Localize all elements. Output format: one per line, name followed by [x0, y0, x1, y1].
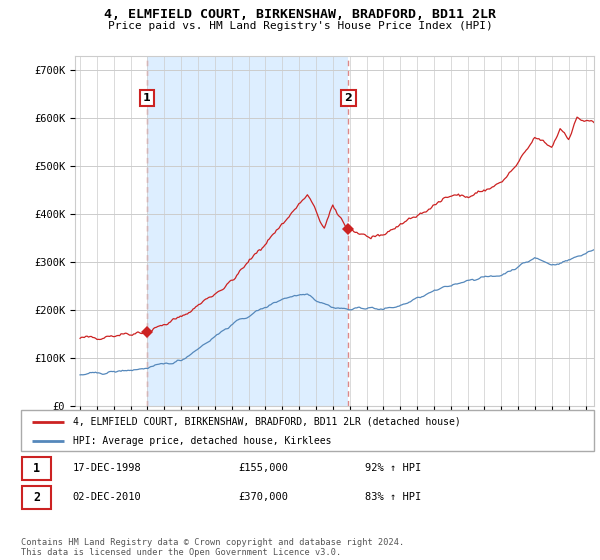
- Text: £155,000: £155,000: [239, 463, 289, 473]
- Text: HPI: Average price, detached house, Kirklees: HPI: Average price, detached house, Kirk…: [73, 436, 331, 446]
- Text: 83% ↑ HPI: 83% ↑ HPI: [365, 492, 421, 502]
- Text: 4, ELMFIELD COURT, BIRKENSHAW, BRADFORD, BD11 2LR (detached house): 4, ELMFIELD COURT, BIRKENSHAW, BRADFORD,…: [73, 417, 460, 427]
- Text: 02-DEC-2010: 02-DEC-2010: [73, 492, 142, 502]
- Text: 92% ↑ HPI: 92% ↑ HPI: [365, 463, 421, 473]
- Text: £370,000: £370,000: [239, 492, 289, 502]
- Text: 17-DEC-1998: 17-DEC-1998: [73, 463, 142, 473]
- Text: 2: 2: [33, 491, 40, 504]
- Text: 2: 2: [344, 93, 352, 103]
- Text: 1: 1: [143, 93, 151, 103]
- Bar: [22, 456, 52, 480]
- Text: 4, ELMFIELD COURT, BIRKENSHAW, BRADFORD, BD11 2LR: 4, ELMFIELD COURT, BIRKENSHAW, BRADFORD,…: [104, 8, 496, 21]
- Text: Price paid vs. HM Land Registry's House Price Index (HPI): Price paid vs. HM Land Registry's House …: [107, 21, 493, 31]
- Bar: [147, 56, 349, 406]
- Text: Contains HM Land Registry data © Crown copyright and database right 2024.
This d: Contains HM Land Registry data © Crown c…: [21, 538, 404, 557]
- Text: 1: 1: [33, 461, 40, 475]
- Bar: [22, 486, 52, 510]
